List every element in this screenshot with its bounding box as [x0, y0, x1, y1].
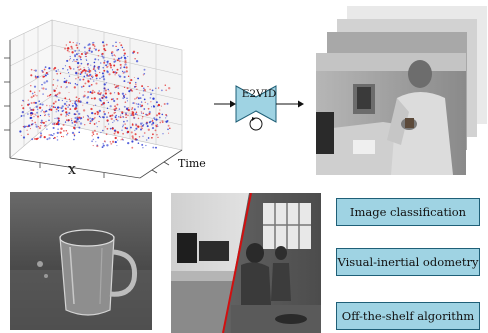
network-bowtie — [235, 85, 277, 123]
event-cloud-svg — [4, 19, 183, 179]
plot-ticks — [4, 57, 170, 178]
event-points — [19, 41, 171, 149]
split-comparison-image — [171, 193, 321, 333]
plot-grid — [9, 19, 183, 159]
input-arrow-head — [230, 100, 236, 108]
application-label: Off-the-shelf algorithm — [341, 309, 475, 323]
split-line — [222, 193, 252, 333]
event-cloud-plot: X Time — [0, 0, 215, 180]
time-axis-label: Time — [178, 157, 206, 170]
reconstructed-frames — [316, 6, 487, 175]
output-arrow-head — [298, 100, 304, 108]
plot-axes — [9, 40, 183, 179]
application-box-visual-inertial-odometry[interactable]: Visual-inertial odometry — [336, 248, 480, 276]
frame-front — [316, 53, 466, 175]
recurrent-loop-icon — [249, 117, 263, 131]
left-frame-half — [171, 193, 249, 333]
mug-reconstruction — [10, 192, 152, 330]
x-axis-label: X — [68, 164, 76, 177]
application-box-off-the-shelf-algorithm[interactable]: Off-the-shelf algorithm — [336, 302, 480, 330]
application-label: Visual-inertial odometry — [337, 255, 479, 269]
network-label: E2VID — [241, 88, 277, 100]
network-diagram — [214, 85, 304, 131]
recurrent-arrow-head — [252, 117, 256, 121]
right-frame-half — [223, 193, 321, 333]
application-box-image-classification[interactable]: Image classification — [336, 198, 480, 226]
application-label: Image classification — [349, 205, 467, 219]
